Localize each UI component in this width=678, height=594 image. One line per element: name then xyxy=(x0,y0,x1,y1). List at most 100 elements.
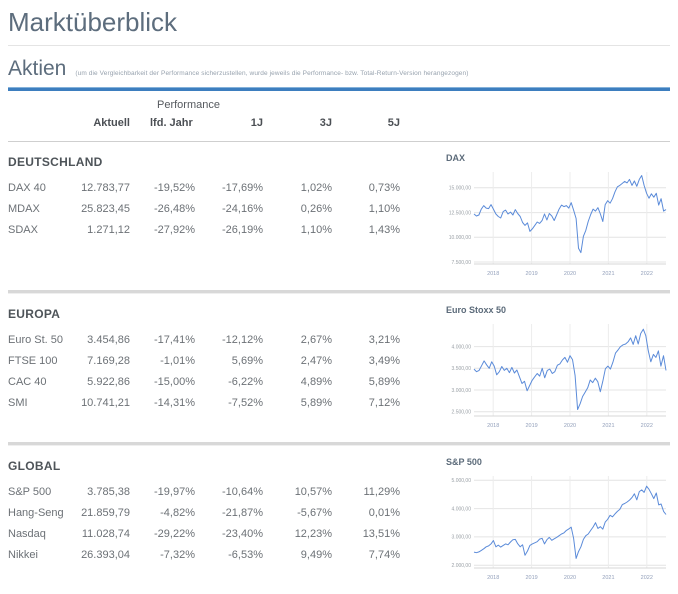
svg-text:2022: 2022 xyxy=(641,423,653,429)
chart-panel: Euro Stoxx 50 4.000,00 3.500,00 3.000,00 2.… xyxy=(444,300,670,434)
svg-text:2021: 2021 xyxy=(602,575,614,581)
value-3j: 10,57% xyxy=(294,485,332,498)
value-5j: 0,01% xyxy=(368,506,400,519)
value-3j: 1,10% xyxy=(300,223,332,236)
value-5j: 1,43% xyxy=(368,223,400,236)
value-aktuell: 25.823,45 xyxy=(81,202,130,215)
svg-text:2019: 2019 xyxy=(525,575,537,581)
region-title: DEUTSCHLAND xyxy=(8,154,103,169)
value-5j: 1,10% xyxy=(368,202,400,215)
svg-text:4.000,00: 4.000,00 xyxy=(452,506,472,512)
page-title: Marktüberblick xyxy=(8,7,178,37)
value-3j: 4,89% xyxy=(300,375,332,388)
index-row: FTSE 100 7.169,28 -1,01% 5,69% 2,47% 3,4… xyxy=(8,351,420,372)
svg-text:5.000,00: 5.000,00 xyxy=(452,478,472,484)
value-lfd-jahr: -19,97% xyxy=(154,485,195,498)
value-aktuell: 21.859,79 xyxy=(81,506,130,519)
value-aktuell: 5.922,86 xyxy=(87,375,130,388)
value-1j: -24,16% xyxy=(222,202,263,215)
value-aktuell: 3.454,86 xyxy=(87,333,130,346)
svg-text:2020: 2020 xyxy=(564,271,576,277)
value-aktuell: 26.393,04 xyxy=(81,548,130,561)
svg-text:2019: 2019 xyxy=(525,423,537,429)
index-table: GLOBAL S&P 500 3.785,38 -19,97% -10,64% … xyxy=(8,452,420,586)
index-row: Euro St. 50 3.454,86 -17,41% -12,12% 2,6… xyxy=(8,330,420,351)
index-row: SDAX 1.271,12 -27,92% -26,19% 1,10% 1,43… xyxy=(8,220,420,241)
aktien-header: Aktien (um die Vergleichbarkeit der Perf… xyxy=(8,57,670,81)
value-aktuell: 11.028,74 xyxy=(81,527,130,540)
index-row: MDAX 25.823,45 -26,48% -24,16% 0,26% 1,1… xyxy=(8,199,420,220)
value-lfd-jahr: -15,00% xyxy=(154,375,195,388)
chart-title: S&P 500 xyxy=(446,456,482,467)
index-name: S&P 500 xyxy=(8,485,52,498)
column-5j: 5J xyxy=(387,116,400,129)
column-1j: 1J xyxy=(250,116,263,129)
table-header: Performance Aktuell lfd. Jahr 1J 3J 5J xyxy=(8,99,670,129)
index-rows: DAX 40 12.783,77 -19,52% -17,69% 1,02% 0… xyxy=(8,178,420,241)
index-rows: S&P 500 3.785,38 -19,97% -10,64% 10,57% … xyxy=(8,482,420,566)
performance-group-row: Performance xyxy=(8,99,670,112)
title-divider xyxy=(8,44,670,46)
svg-text:10.000,00: 10.000,00 xyxy=(449,235,471,241)
index-line-chart: 5.000,00 4.000,00 3.000,00 2.000,00 2018 2019… xyxy=(452,475,667,581)
value-aktuell: 7.169,28 xyxy=(87,354,130,367)
svg-text:2018: 2018 xyxy=(487,575,499,581)
value-3j: 5,89% xyxy=(300,396,332,409)
value-1j: -6,22% xyxy=(228,375,263,388)
index-name: Nasdaq xyxy=(8,527,46,540)
index-row: Nikkei 26.393,04 -7,32% -6,53% 9,49% 7,7… xyxy=(8,545,420,566)
svg-text:3.500,00: 3.500,00 xyxy=(452,366,472,372)
value-3j: 2,67% xyxy=(300,333,332,346)
aktien-note: (um die Vergleichbarkeit der Performance… xyxy=(75,69,469,77)
region-title: GLOBAL xyxy=(8,458,61,473)
svg-text:2020: 2020 xyxy=(564,575,576,581)
value-1j: -12,12% xyxy=(222,333,263,346)
value-1j: -10,64% xyxy=(222,485,263,498)
value-lfd-jahr: -19,52% xyxy=(154,181,195,194)
value-aktuell: 12.783,77 xyxy=(81,181,130,194)
aktien-title: Aktien xyxy=(8,56,67,80)
value-aktuell: 3.785,38 xyxy=(87,485,130,498)
svg-text:4.000,00: 4.000,00 xyxy=(452,344,472,350)
index-name: MDAX xyxy=(8,202,40,215)
index-name: Euro St. 50 xyxy=(8,333,64,346)
index-name: CAC 40 xyxy=(8,375,47,388)
svg-text:3.000,00: 3.000,00 xyxy=(452,388,472,394)
svg-text:12.500,00: 12.500,00 xyxy=(449,210,471,216)
column-header-row: Aktuell lfd. Jahr 1J 3J 5J xyxy=(8,112,670,129)
column-3j: 3J xyxy=(319,116,332,129)
svg-text:2.000,00: 2.000,00 xyxy=(452,563,472,569)
value-1j: -7,52% xyxy=(228,396,263,409)
value-aktuell: 1.271,12 xyxy=(87,223,130,236)
index-line-chart: 15.000,00 12.500,00 10.000,00 7.500,00 2018 2… xyxy=(449,171,667,277)
value-5j: 7,12% xyxy=(368,396,400,409)
value-1j: -26,19% xyxy=(222,223,263,236)
value-lfd-jahr: -7,32% xyxy=(160,548,195,561)
value-5j: 3,21% xyxy=(368,333,400,346)
index-row: Nasdaq 11.028,74 -29,22% -23,40% 12,23% … xyxy=(8,524,420,545)
chart-panel: S&P 500 5.000,00 4.000,00 3.000,00 2.000,00… xyxy=(444,452,670,586)
section-divider xyxy=(8,441,670,446)
svg-text:2018: 2018 xyxy=(487,271,499,277)
index-name: Nikkei xyxy=(8,548,38,561)
value-3j: 12,23% xyxy=(294,527,332,540)
index-row: S&P 500 3.785,38 -19,97% -10,64% 10,57% … xyxy=(8,482,420,503)
index-row: Hang-Seng 21.859,79 -4,82% -21,87% -5,67… xyxy=(8,503,420,524)
index-line-chart: 4.000,00 3.500,00 3.000,00 2.500,00 2018 2019… xyxy=(452,323,667,429)
svg-text:2022: 2022 xyxy=(641,271,653,277)
section-divider xyxy=(8,289,670,294)
index-row: DAX 40 12.783,77 -19,52% -17,69% 1,02% 0… xyxy=(8,178,420,199)
region-title: EUROPA xyxy=(8,306,61,321)
header-divider xyxy=(8,140,670,142)
value-lfd-jahr: -26,48% xyxy=(154,202,195,215)
value-lfd-jahr: -1,01% xyxy=(160,354,195,367)
index-row: CAC 40 5.922,86 -15,00% -6,22% 4,89% 5,8… xyxy=(8,372,420,393)
value-aktuell: 10.741,21 xyxy=(81,396,130,409)
market-section: EUROPA Euro St. 50 3.454,86 -17,41% -12,… xyxy=(8,294,670,442)
svg-text:3.000,00: 3.000,00 xyxy=(452,535,472,541)
value-3j: 1,02% xyxy=(300,181,332,194)
performance-group-label: Performance xyxy=(157,98,220,111)
value-1j: -21,87% xyxy=(222,506,263,519)
chart-title: Euro Stoxx 50 xyxy=(446,304,507,315)
value-3j: 2,47% xyxy=(300,354,332,367)
